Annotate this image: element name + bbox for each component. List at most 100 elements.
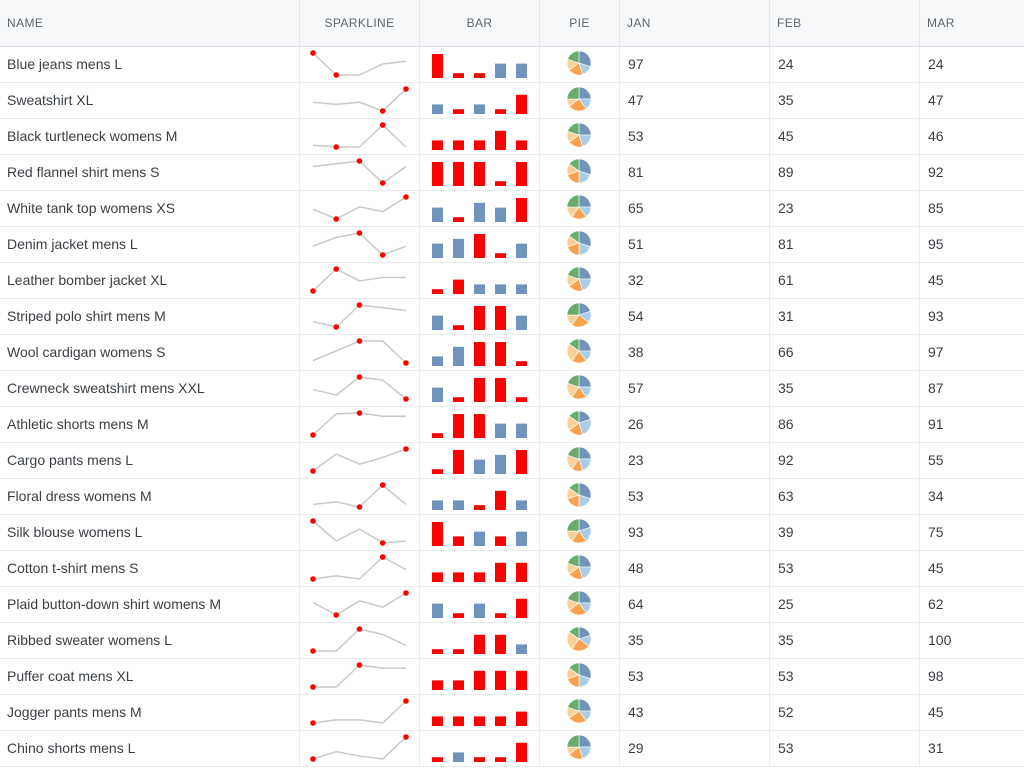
pie-slice xyxy=(567,266,580,280)
cell-feb: 35 xyxy=(770,371,920,406)
sparkline-line xyxy=(312,52,407,76)
pie-chart xyxy=(566,230,592,256)
sparkline-chart xyxy=(312,374,409,402)
pie-slice xyxy=(568,662,580,676)
table-row[interactable]: Plaid button-down shirt womens M 64 25 62 xyxy=(0,587,1024,623)
table-row[interactable]: Blue jeans mens L 97 24 24 xyxy=(0,47,1024,83)
cell-name: Denim jacket mens L xyxy=(0,227,300,262)
table-row[interactable]: Cargo pants mens L 23 92 55 xyxy=(0,443,1024,479)
sparkline-line xyxy=(312,412,406,436)
bar-mark xyxy=(453,613,464,618)
table-row[interactable]: Striped polo shirt mens M 54 31 93 xyxy=(0,299,1024,335)
pie-slice xyxy=(568,338,580,352)
sparkline-point xyxy=(356,626,363,632)
bar-mark xyxy=(516,742,527,762)
table-row[interactable]: Floral dress womens M 53 63 34 xyxy=(0,479,1024,515)
bar-mark xyxy=(495,342,506,366)
column-header-jan[interactable]: JAN xyxy=(620,0,770,46)
cell-pie xyxy=(540,587,620,622)
cell-pie xyxy=(540,443,620,478)
table-row[interactable]: White tank top womens XS 65 23 85 xyxy=(0,191,1024,227)
bar-mark xyxy=(432,469,443,474)
bar-chart xyxy=(432,522,527,546)
cell-bar xyxy=(420,623,540,658)
bar-mark xyxy=(453,162,464,186)
cell-pie xyxy=(540,299,620,334)
bar-mark xyxy=(516,243,527,258)
pie-slice xyxy=(578,194,592,208)
pie-chart xyxy=(566,410,592,436)
bar-mark xyxy=(453,536,464,546)
bar-mark xyxy=(453,414,464,438)
bar-mark xyxy=(474,140,485,150)
table-row[interactable]: Ribbed sweater womens L 35 35 100 xyxy=(0,623,1024,659)
column-header-bar[interactable]: BAR xyxy=(420,0,540,46)
bar-mark xyxy=(432,104,443,114)
cell-bar xyxy=(420,587,540,622)
cell-pie xyxy=(540,623,620,658)
bar-mark xyxy=(516,562,527,582)
cell-mar: 98 xyxy=(928,668,944,684)
cell-sparkline xyxy=(300,263,420,298)
cell-jan: 81 xyxy=(620,155,770,190)
bar-mark xyxy=(474,73,485,78)
column-header-sparkline[interactable]: SPARKLINE xyxy=(300,0,420,46)
bar-mark xyxy=(495,207,506,222)
sparkline-point xyxy=(310,468,316,474)
bar-mark xyxy=(495,454,506,474)
cell-pie xyxy=(540,371,620,406)
bar-mark xyxy=(432,289,443,294)
sparkline-point xyxy=(356,374,363,380)
bar-mark xyxy=(432,680,443,690)
table-row[interactable]: Puffer coat mens XL 53 53 98 xyxy=(0,659,1024,695)
cell-name: Leather bomber jacket XL xyxy=(0,263,300,298)
sparkline-chart xyxy=(310,554,407,582)
sparkline-point xyxy=(333,324,340,330)
sparkline-line xyxy=(312,232,407,256)
cell-bar xyxy=(420,191,540,226)
table-row[interactable]: Leather bomber jacket XL 32 61 45 xyxy=(0,263,1024,299)
cell-feb: 61 xyxy=(770,263,920,298)
cell-pie xyxy=(540,119,620,154)
column-header-mar[interactable]: MAR xyxy=(927,16,955,30)
column-header-feb[interactable]: FEB xyxy=(770,0,920,46)
cell-name: Jogger pants mens M xyxy=(0,695,300,730)
table-row[interactable]: Wool cardigan womens S 38 66 97 xyxy=(0,335,1024,371)
cell-mar: 45 xyxy=(928,560,944,576)
column-header-pie[interactable]: PIE xyxy=(540,0,620,46)
table-row[interactable]: Red flannel shirt mens S 81 89 92 xyxy=(0,155,1024,191)
table-row[interactable]: Black turtleneck womens M 53 45 46 xyxy=(0,119,1024,155)
bar-mark xyxy=(474,234,485,258)
sparkline-point xyxy=(379,108,386,114)
table-row[interactable]: Athletic shorts mens M 26 86 91 xyxy=(0,407,1024,443)
bar-mark xyxy=(453,649,464,654)
bar-mark xyxy=(453,346,464,366)
cell-name: Striped polo shirt mens M xyxy=(0,299,300,334)
bar-mark xyxy=(495,306,506,330)
table-row[interactable]: Chino shorts mens L 29 53 31 xyxy=(0,731,1024,767)
cell-mar: 75 xyxy=(928,524,944,540)
cell-sparkline xyxy=(300,83,420,118)
sparkline-line xyxy=(312,483,407,508)
table-row[interactable]: Denim jacket mens L 51 81 95 xyxy=(0,227,1024,263)
bar-mark xyxy=(474,162,485,186)
sparkline-chart xyxy=(310,518,407,546)
sparkline-point xyxy=(379,540,386,546)
sparkline-point xyxy=(356,662,363,668)
bar-mark xyxy=(516,423,527,438)
cell-mar: 85 xyxy=(928,200,944,216)
table-row[interactable]: Crewneck sweatshirt mens XXL 57 35 87 xyxy=(0,371,1024,407)
bar-chart xyxy=(432,198,527,222)
column-header-name[interactable]: NAME xyxy=(0,0,300,46)
table-row[interactable]: Cotton t-shirt mens S 48 53 45 xyxy=(0,551,1024,587)
table-row[interactable]: Sweatshirt XL 47 35 47 xyxy=(0,83,1024,119)
cell-feb: 23 xyxy=(770,191,920,226)
bar-chart xyxy=(432,598,527,618)
bar-chart xyxy=(432,742,527,762)
table-row[interactable]: Jogger pants mens M 43 52 45 xyxy=(0,695,1024,731)
cell-mar: 93 xyxy=(928,308,944,324)
bar-mark xyxy=(495,536,506,546)
cell-feb: 39 xyxy=(770,515,920,550)
bar-mark xyxy=(453,73,464,78)
table-row[interactable]: Silk blouse womens L 93 39 75 xyxy=(0,515,1024,551)
